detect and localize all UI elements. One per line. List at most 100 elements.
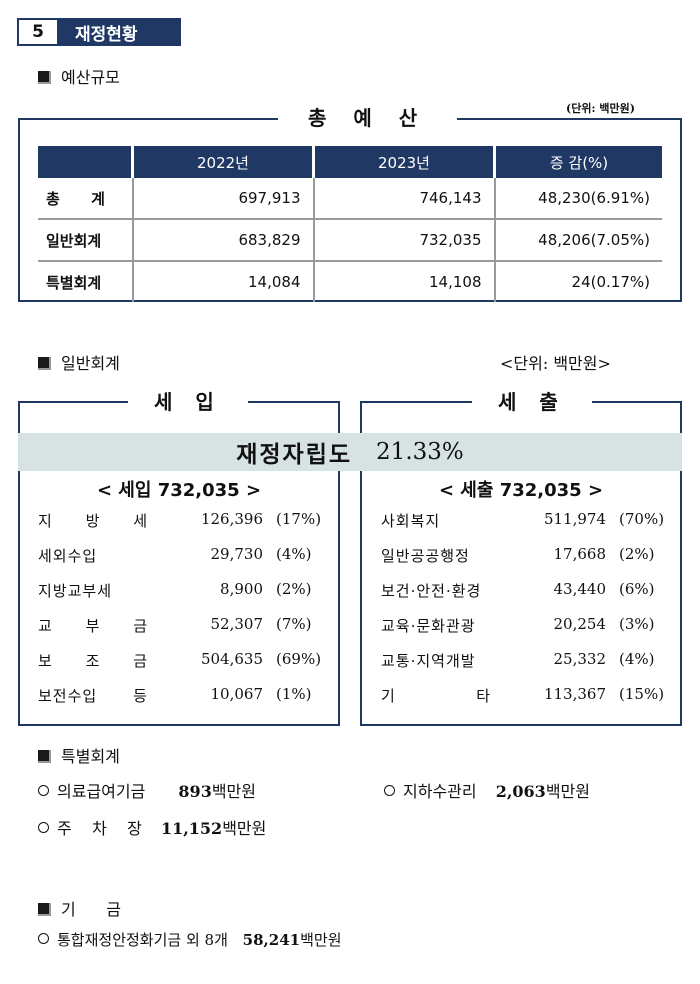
circle-bullet-icon xyxy=(384,785,395,796)
revenue-item-label: 세외수입 xyxy=(38,547,98,565)
list-item: 주 차 장 11,152백만원 xyxy=(38,815,266,839)
revenue-item-value: 504,635 xyxy=(200,650,263,668)
expenditure-item-value: 43,440 xyxy=(553,580,607,598)
revenue-item-label: 지방교부세 xyxy=(38,582,113,600)
item-value: 2,063 xyxy=(495,782,546,801)
revenue-item-pct: (69%) xyxy=(276,650,322,668)
revenue-item-pct: (4%) xyxy=(276,545,312,563)
list-item: 의료급여기금 893백만원 xyxy=(38,778,256,802)
revenue-total: < 세입 732,035 > xyxy=(96,480,262,501)
item-value: 11,152 xyxy=(160,819,223,838)
expenditure-item-pct: (15%) xyxy=(619,685,665,703)
cell-2023: 14,108 xyxy=(313,261,496,302)
col-header-change: 증 감(%) xyxy=(493,146,662,178)
expenditure-item-value: 511,974 xyxy=(543,510,606,528)
revenue-item-value: 126,396 xyxy=(200,510,263,528)
expenditure-item-label: 사회복지 xyxy=(381,512,441,530)
fiscal-independence-value: 21.33% xyxy=(376,439,464,465)
total-budget-title: 총 예 산 xyxy=(278,102,458,131)
general-account-unit: <단위: 백만원> xyxy=(500,354,611,373)
cell-2023: 732,035 xyxy=(313,219,496,262)
fund-heading: 기 금 xyxy=(38,896,121,920)
row-label: 일반회계 xyxy=(38,219,134,262)
expenditure-item-value: 113,367 xyxy=(543,685,606,703)
col-header-2022: 2022년 xyxy=(131,146,314,178)
col-header-2023: 2023년 xyxy=(312,146,495,178)
fiscal-independence-band: 재정자립도 21.33% xyxy=(18,433,682,471)
cell-2023: 746,143 xyxy=(313,178,496,220)
circle-bullet-icon xyxy=(38,785,49,796)
expenditure-item-pct: (3%) xyxy=(619,615,655,633)
revenue-item-pct: (7%) xyxy=(276,615,312,633)
budget-table: 2022년 2023년 증 감(%) 총 계 697,913 746,143 4… xyxy=(38,146,662,302)
revenue-item-pct: (17%) xyxy=(276,510,322,528)
item-unit: 백만원 xyxy=(300,931,342,949)
item-label: 지하수관리 xyxy=(403,782,477,801)
revenue-item-value: 52,307 xyxy=(210,615,264,633)
revenue-item-label: 보 조 금 xyxy=(38,652,148,670)
revenue-item-value: 29,730 xyxy=(210,545,264,563)
table-row: 총 계 697,913 746,143 48,230(6.91%) xyxy=(38,178,662,220)
table-row: 일반회계 683,829 732,035 48,206(7.05%) xyxy=(38,219,662,262)
revenue-item-pct: (2%) xyxy=(276,580,312,598)
cell-2022: 683,829 xyxy=(132,219,315,262)
square-bullet-icon xyxy=(38,357,51,370)
expenditure-item-label: 일반공공행정 xyxy=(381,547,470,565)
expenditure-item-pct: (2%) xyxy=(619,545,655,563)
list-item: 지하수관리 2,063백만원 xyxy=(384,778,590,802)
expenditure-item-value: 25,332 xyxy=(553,650,607,668)
general-account-heading: 일반회계 xyxy=(38,350,120,374)
table-row: 특별회계 14,084 14,108 24(0.17%) xyxy=(38,261,662,302)
cell-2022: 14,084 xyxy=(132,261,315,302)
revenue-item-label: 지 방 세 xyxy=(38,512,148,530)
circle-bullet-icon xyxy=(38,822,49,833)
revenue-item-pct: (1%) xyxy=(276,685,312,703)
budget-scale-heading: 예산규모 xyxy=(38,64,120,88)
special-account-heading: 특별회계 xyxy=(38,743,120,767)
row-label: 특별회계 xyxy=(38,261,134,302)
cell-change: 48,206(7.05%) xyxy=(494,219,662,262)
expenditure-item-label: 기 타 xyxy=(381,687,491,705)
item-label: 주 차 장 xyxy=(57,819,142,838)
expenditure-item-label: 교통·지역개발 xyxy=(381,652,476,670)
expenditure-item-label: 교육·문화관광 xyxy=(381,617,476,635)
col-header-blank xyxy=(38,146,133,178)
expenditure-item-pct: (4%) xyxy=(619,650,655,668)
item-label: 통합재정안정화기금 외 8개 xyxy=(57,931,228,949)
cell-2022: 697,913 xyxy=(132,178,315,220)
item-value: 58,241 xyxy=(242,931,301,949)
square-bullet-icon xyxy=(38,71,51,84)
expenditure-item-value: 20,254 xyxy=(553,615,607,633)
fund-heading-text: 기 금 xyxy=(61,900,121,919)
expenditure-item-label: 보건·안전·환경 xyxy=(381,582,482,600)
item-unit: 백만원 xyxy=(545,782,590,801)
special-account-heading-text: 특별회계 xyxy=(61,747,120,766)
expenditure-total: < 세출 732,035 > xyxy=(438,480,604,501)
item-value: 893 xyxy=(178,782,212,801)
list-item: 통합재정안정화기금 외 8개 58,241백만원 xyxy=(38,929,342,950)
section-number: 5 xyxy=(17,18,59,46)
revenue-title: 세 입 xyxy=(128,386,248,415)
cell-change: 24(0.17%) xyxy=(571,273,650,291)
budget-scale-heading-text: 예산규모 xyxy=(61,68,120,87)
budget-table-header: 2022년 2023년 증 감(%) xyxy=(38,146,662,178)
item-unit: 백만원 xyxy=(222,819,267,838)
expenditure-title: 세 출 xyxy=(472,386,592,415)
expenditure-item-value: 17,668 xyxy=(553,545,607,563)
square-bullet-icon xyxy=(38,903,51,916)
budget-unit: (단위: 백만원) xyxy=(566,102,635,115)
revenue-item-label: 보전수입 등 xyxy=(38,687,148,705)
cell-change: 48,230(6.91%) xyxy=(494,178,662,220)
row-label: 총 계 xyxy=(38,178,134,220)
item-unit: 백만원 xyxy=(211,782,256,801)
general-account-heading-text: 일반회계 xyxy=(61,354,120,373)
circle-bullet-icon xyxy=(38,933,49,944)
revenue-item-value: 10,067 xyxy=(210,685,264,703)
revenue-item-value: 8,900 xyxy=(220,580,263,598)
fiscal-independence-label: 재정자립도 xyxy=(236,442,353,468)
item-label: 의료급여기금 xyxy=(57,782,146,801)
expenditure-item-pct: (70%) xyxy=(619,510,665,528)
revenue-item-label: 교 부 금 xyxy=(38,617,148,635)
section-title: 재정현황 xyxy=(59,18,181,46)
expenditure-item-pct: (6%) xyxy=(619,580,655,598)
